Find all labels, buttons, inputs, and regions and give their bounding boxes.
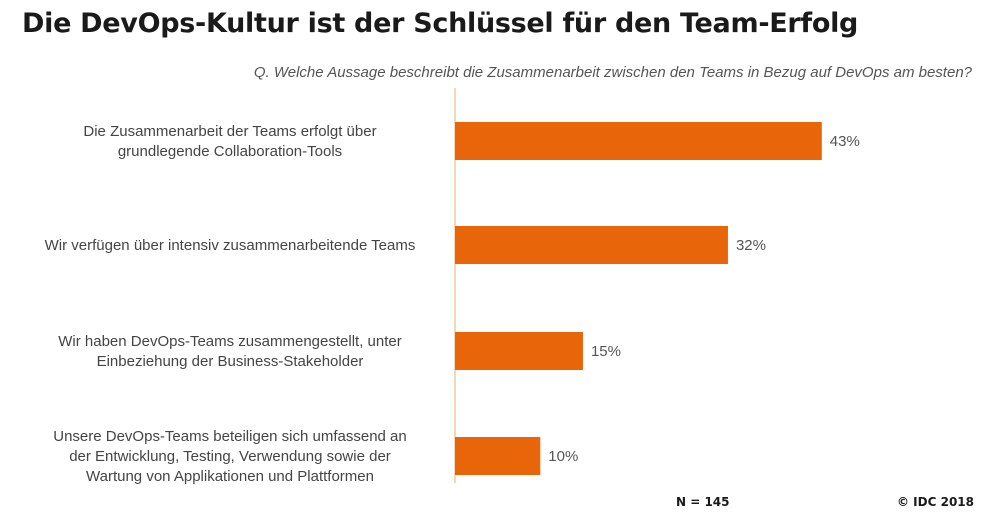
category-label-4: Unsere DevOps-Teams beteiligen sich umfa… xyxy=(53,428,407,485)
category-label-line: Unsere DevOps-Teams beteiligen sich umfa… xyxy=(53,428,407,445)
value-label-2: 32% xyxy=(736,237,766,254)
category-label-line: der Entwicklung, Testing, Verwendung sow… xyxy=(69,448,391,465)
value-label-1: 43% xyxy=(830,133,860,150)
sample-size: N = 145 xyxy=(676,495,730,509)
bar-2 xyxy=(455,226,728,264)
bar-1 xyxy=(455,122,822,160)
category-label-3: Wir haben DevOps-Teams zusammengestellt,… xyxy=(58,333,401,370)
bar-4 xyxy=(455,437,541,475)
category-label-2: Wir verfügen über intensiv zusammenarbei… xyxy=(45,237,416,254)
bar-3 xyxy=(455,332,583,370)
category-label-line: grundlegende Collaboration-Tools xyxy=(118,143,342,160)
value-label-3: 15% xyxy=(591,343,621,360)
category-label-line: Wir verfügen über intensiv zusammenarbei… xyxy=(45,237,416,254)
category-label-1: Die Zusammenarbeit der Teams erfolgt übe… xyxy=(83,123,376,160)
chart-title: Die DevOps-Kultur ist der Schlüssel für … xyxy=(22,8,859,39)
category-label-line: Einbeziehung der Business-Stakeholder xyxy=(97,353,364,370)
source-credit: © IDC 2018 xyxy=(897,495,974,509)
category-label-line: Wir haben DevOps-Teams zusammengestellt,… xyxy=(58,333,401,350)
category-label-line: Wartung von Applikationen und Plattforme… xyxy=(86,468,374,485)
value-label-4: 10% xyxy=(548,448,578,465)
chart-question: Q. Welche Aussage beschreibt die Zusamme… xyxy=(253,64,972,81)
category-label-line: Die Zusammenarbeit der Teams erfolgt übe… xyxy=(83,123,376,140)
